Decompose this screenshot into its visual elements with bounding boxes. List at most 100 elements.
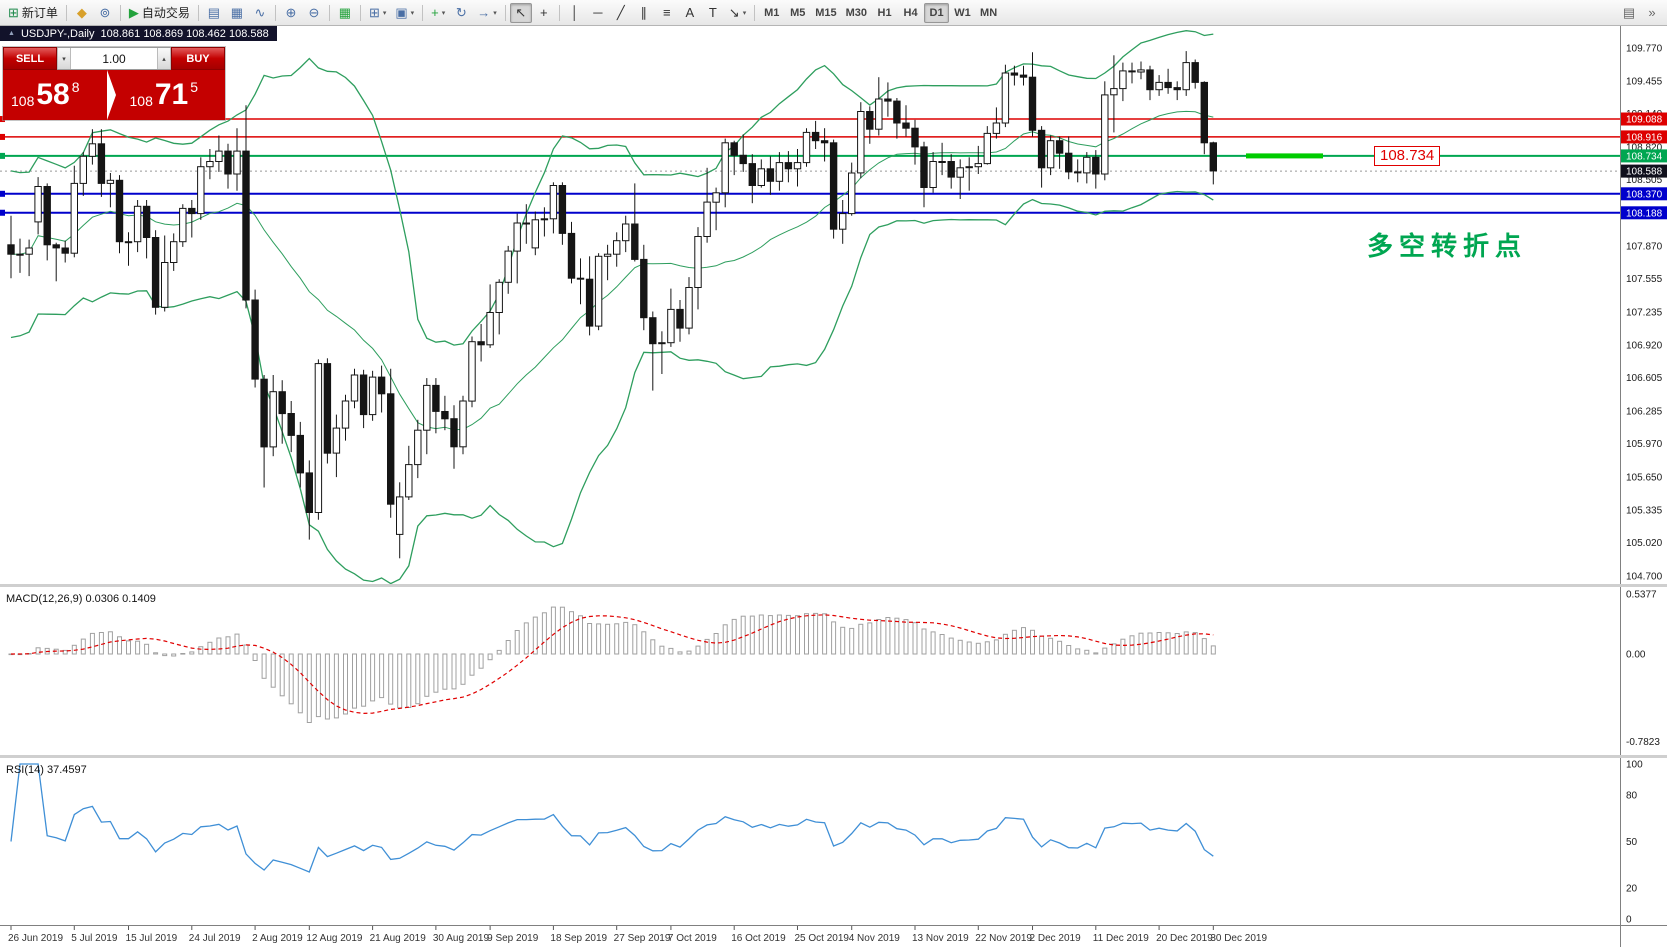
date-label: 20 Dec 2019 <box>1156 933 1213 944</box>
date-label: 18 Sep 2019 <box>550 933 607 944</box>
zoom-in-button[interactable]: ⊕ <box>280 3 302 23</box>
chart-annotation-text[interactable]: 多空转折点 <box>1367 231 1528 261</box>
sell-price-pips: 58 <box>36 78 70 111</box>
volume-input[interactable]: 1.00 <box>102 51 126 66</box>
tile-windows-button[interactable]: ▦ <box>334 3 356 23</box>
autotrading-label: 自动交易 <box>141 6 190 20</box>
indicators-icon: + <box>431 5 439 20</box>
rsi-canvas[interactable]: 100 80 50 20 0 <box>0 758 1667 925</box>
date-label: 4 Nov 2019 <box>849 933 901 944</box>
chart-shift-button[interactable]: → ▾ <box>473 3 501 23</box>
autotrading-button[interactable]: ▶ 自动交易 <box>125 3 194 23</box>
options-button[interactable]: ⊚ <box>94 3 116 23</box>
svg-text:107.870: 107.870 <box>1626 241 1663 252</box>
svg-text:109.088: 109.088 <box>1626 115 1663 126</box>
dropdown-caret-icon: ▾ <box>410 9 415 17</box>
buy-button[interactable]: BUY <box>171 47 225 70</box>
timeframe-button-d1[interactable]: D1 <box>924 2 950 23</box>
buy-price-display[interactable]: 108 71 5 <box>116 70 226 120</box>
bar-chart-button[interactable]: ▤ <box>203 3 225 23</box>
svg-text:108.188: 108.188 <box>1626 208 1663 219</box>
price-chart-canvas[interactable]: 109.770109.455109.140108.820108.505108.1… <box>0 26 1667 584</box>
indicators-button[interactable]: + ▾ <box>427 3 449 23</box>
svg-text:107.555: 107.555 <box>1626 274 1663 285</box>
date-label: 12 Aug 2019 <box>306 933 363 944</box>
toolbar-separator <box>65 4 67 21</box>
sell-button[interactable]: SELL <box>3 47 57 70</box>
cursor-icon: ↖ <box>515 5 527 20</box>
text-label-button[interactable]: T <box>702 3 724 23</box>
dropdown-caret-icon: ▾ <box>742 9 747 17</box>
svg-text:105.650: 105.650 <box>1626 473 1663 484</box>
candlestick-series <box>7 51 1217 559</box>
date-label: 7 Oct 2019 <box>668 933 717 944</box>
toolbar-separator <box>558 4 560 21</box>
timeframe-button-m30[interactable]: M30 <box>845 6 868 19</box>
price-chart-panel[interactable]: 109.770109.455109.140108.820108.505108.1… <box>0 26 1667 584</box>
time-axis-canvas: 26 Jun 2019 5 Jul 2019 15 Jul 2019 24 Jul 2… <box>8 926 1621 947</box>
rsi-line <box>10 763 1214 873</box>
date-label: 13 Nov 2019 <box>912 933 969 944</box>
arrows-button[interactable]: ↘ ▾ <box>725 3 750 23</box>
svg-text:106.605: 106.605 <box>1626 373 1663 384</box>
line-chart-button[interactable]: ∿ <box>249 3 271 23</box>
timeframe-button-h4[interactable]: H4 <box>903 6 918 19</box>
channel-icon: ∥ <box>640 5 648 20</box>
timeframe-button-w1[interactable]: W1 <box>954 6 971 19</box>
svg-text:109.770: 109.770 <box>1626 44 1663 55</box>
trendline-icon: ╱ <box>616 5 625 20</box>
svg-text:108.820: 108.820 <box>1626 142 1663 153</box>
new-chart-button[interactable]: ⊞ ▾ <box>365 3 390 23</box>
timeframe-button-h1[interactable]: H1 <box>877 6 892 19</box>
more-tools-button[interactable]: » <box>1641 3 1663 23</box>
crosshair-button[interactable]: + <box>533 3 555 23</box>
horizontal-line-button[interactable]: ─ <box>587 3 609 23</box>
fibonacci-icon: ≡ <box>663 5 671 20</box>
candlestick-button[interactable]: ▦ <box>226 3 248 23</box>
date-label: 30 Aug 2019 <box>433 933 490 944</box>
fibonacci-button[interactable]: ≡ <box>656 3 678 23</box>
sell-price-point: 8 <box>71 79 80 95</box>
svg-text:108.916: 108.916 <box>1626 132 1663 143</box>
tile-windows-icon: ▦ <box>338 5 352 20</box>
date-label: 27 Sep 2019 <box>614 933 671 944</box>
horizontal-line-icon: ─ <box>593 5 603 20</box>
dropdown-caret-icon: ▾ <box>493 9 497 17</box>
date-label: 9 Sep 2019 <box>487 933 539 944</box>
arrows-icon: ↘ <box>728 5 740 20</box>
svg-text:50: 50 <box>1626 837 1638 848</box>
time-axis[interactable]: 26 Jun 2019 5 Jul 2019 15 Jul 2019 24 Jul 2… <box>0 925 1667 947</box>
sell-price-prefix: 108 <box>11 93 35 109</box>
auto-scroll-button[interactable]: ↻ <box>450 3 472 23</box>
rsi-indicator-panel[interactable]: 100 80 50 20 0 RSI(14) 37.4597 <box>0 755 1667 925</box>
channel-button[interactable]: ∥ <box>633 3 655 23</box>
volume-increase-button[interactable]: ▴ <box>157 48 171 69</box>
profiles-button[interactable]: ▣ ▾ <box>391 3 418 23</box>
sell-price-display[interactable]: 108 58 8 <box>3 70 107 120</box>
metaeditor-button[interactable]: ◆ <box>71 3 93 23</box>
zoom-out-button[interactable]: ⊖ <box>303 3 325 23</box>
timeframe-button-m1[interactable]: M1 <box>764 6 780 19</box>
vertical-line-button[interactable]: │ <box>564 3 586 23</box>
volume-decrease-button[interactable]: ▾ <box>57 48 71 69</box>
svg-text:0.5377: 0.5377 <box>1626 589 1657 600</box>
date-label: 11 Dec 2019 <box>1093 933 1149 944</box>
macd-signal-line <box>11 614 1214 715</box>
timeframe-button-m5[interactable]: M5 <box>790 6 806 19</box>
text-button[interactable]: A <box>679 3 701 23</box>
window-list-button[interactable]: ▤ <box>1618 3 1640 23</box>
macd-canvas[interactable]: 0.5377 0.00 -0.7823 <box>0 587 1667 755</box>
new-order-button[interactable]: ⊞ 新订单 <box>4 3 62 23</box>
chart-shift-icon: → <box>477 5 491 20</box>
timeframe-button-m15[interactable]: M15 <box>815 6 837 19</box>
trendline-button[interactable]: ╱ <box>610 3 632 23</box>
highlight-trend-segment[interactable] <box>1246 153 1323 159</box>
autotrading-icon: ▶ <box>128 5 139 20</box>
svg-text:106.920: 106.920 <box>1626 340 1663 351</box>
macd-indicator-panel[interactable]: 0.5377 0.00 -0.7823 MACD(12,26,9) 0.0306 0… <box>0 584 1667 755</box>
cursor-button[interactable]: ↖ <box>509 2 532 23</box>
svg-text:105.335: 105.335 <box>1626 505 1663 516</box>
timeframe-button-mn[interactable]: MN <box>980 6 998 19</box>
price-callout-label[interactable]: 108.734 <box>1374 145 1441 166</box>
svg-text:104.700: 104.700 <box>1626 572 1663 583</box>
